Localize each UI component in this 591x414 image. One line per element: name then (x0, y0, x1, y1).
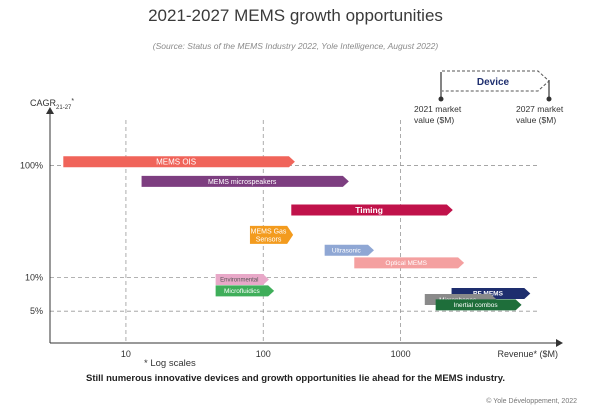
legend-label-line: value ($M) (414, 115, 454, 125)
chart-source: (Source: Status of the MEMS Industry 202… (152, 41, 439, 51)
bar-label: Timing (355, 205, 383, 215)
legend-device-label: Device (477, 77, 510, 88)
bar-label-line: Timing (355, 205, 383, 215)
y-axis-label-main: CAGR (30, 98, 57, 108)
bar-label: Environmental (220, 278, 258, 284)
bar-label: MEMS OIS (156, 158, 196, 167)
bar-label: Ultrasonic (332, 248, 362, 255)
legend-label-line: value ($M) (516, 115, 556, 125)
legend-end-dot (546, 96, 552, 102)
y-tick-label: 10% (25, 272, 43, 282)
x-axis-label: Revenue* ($M) (497, 349, 558, 359)
bar-label: Inertial combos (454, 302, 499, 309)
legend-start-label: 2021 market value ($M) (414, 104, 462, 125)
bar-label: MEMS microspeakers (208, 179, 277, 186)
footnote: Still numerous innovative devices and gr… (86, 373, 505, 384)
axes: CAGR21-27* Revenue* ($M) (30, 98, 563, 359)
y-tick-label: 5% (30, 306, 43, 316)
bar (141, 175, 349, 187)
y-axis-label: CAGR21-27* (30, 98, 74, 111)
y-axis-arrow (46, 107, 54, 114)
bar-label-line: Environmental (220, 278, 258, 284)
bar-label-line: Microfluidics (224, 288, 261, 295)
bar (354, 257, 465, 269)
chart-title: 2021-2027 MEMS growth opportunities (148, 6, 443, 25)
bar-label-line: MEMS OIS (156, 158, 196, 167)
legend: Device 2021 market value ($M) 2027 market… (414, 70, 564, 125)
x-axis-arrow (556, 339, 563, 347)
y-axis-label-star: * (71, 98, 74, 105)
y-axis-label-sub: 21-27 (56, 105, 72, 111)
legend-end-label: 2027 market value ($M) (516, 104, 564, 125)
bar-label-line: Sensors (256, 237, 282, 244)
legend-label-line: 2021 market (414, 104, 462, 114)
copyright: © Yole Développement, 2022 (486, 398, 577, 405)
bar-label: Microfluidics (224, 288, 261, 295)
bar (249, 225, 294, 244)
log-scale-note: * Log scales (144, 358, 196, 369)
y-tick-label: 100% (20, 160, 43, 170)
bar (435, 299, 522, 311)
bar (215, 273, 269, 285)
bar-label-line: Ultrasonic (332, 248, 362, 255)
bars: MEMS OIS MEMS microspeakers Timing MEMS Gas… (63, 156, 531, 311)
x-tick-label: 1000 (391, 349, 411, 359)
x-tick-label: 10 (121, 349, 131, 359)
bar (324, 244, 374, 256)
bar (291, 204, 453, 216)
bar-label-line: MEMS microspeakers (208, 179, 277, 186)
bar (215, 285, 275, 297)
bar-label: Optical MEMS (385, 260, 427, 267)
bar-label-line: Inertial combos (454, 302, 499, 309)
tick-labels: 10 100 1000 5% 10% 100% (20, 160, 411, 359)
bar-label-line: MEMS Gas (251, 228, 287, 235)
bar-label-line: Optical MEMS (385, 260, 427, 267)
legend-device-arrow (442, 70, 550, 92)
bar (63, 156, 295, 168)
x-tick-label: 100 (256, 349, 271, 359)
bar-label: MEMS Gas Sensors (251, 228, 287, 243)
legend-start-dot (438, 96, 444, 102)
legend-label-line: 2027 market (516, 104, 564, 114)
